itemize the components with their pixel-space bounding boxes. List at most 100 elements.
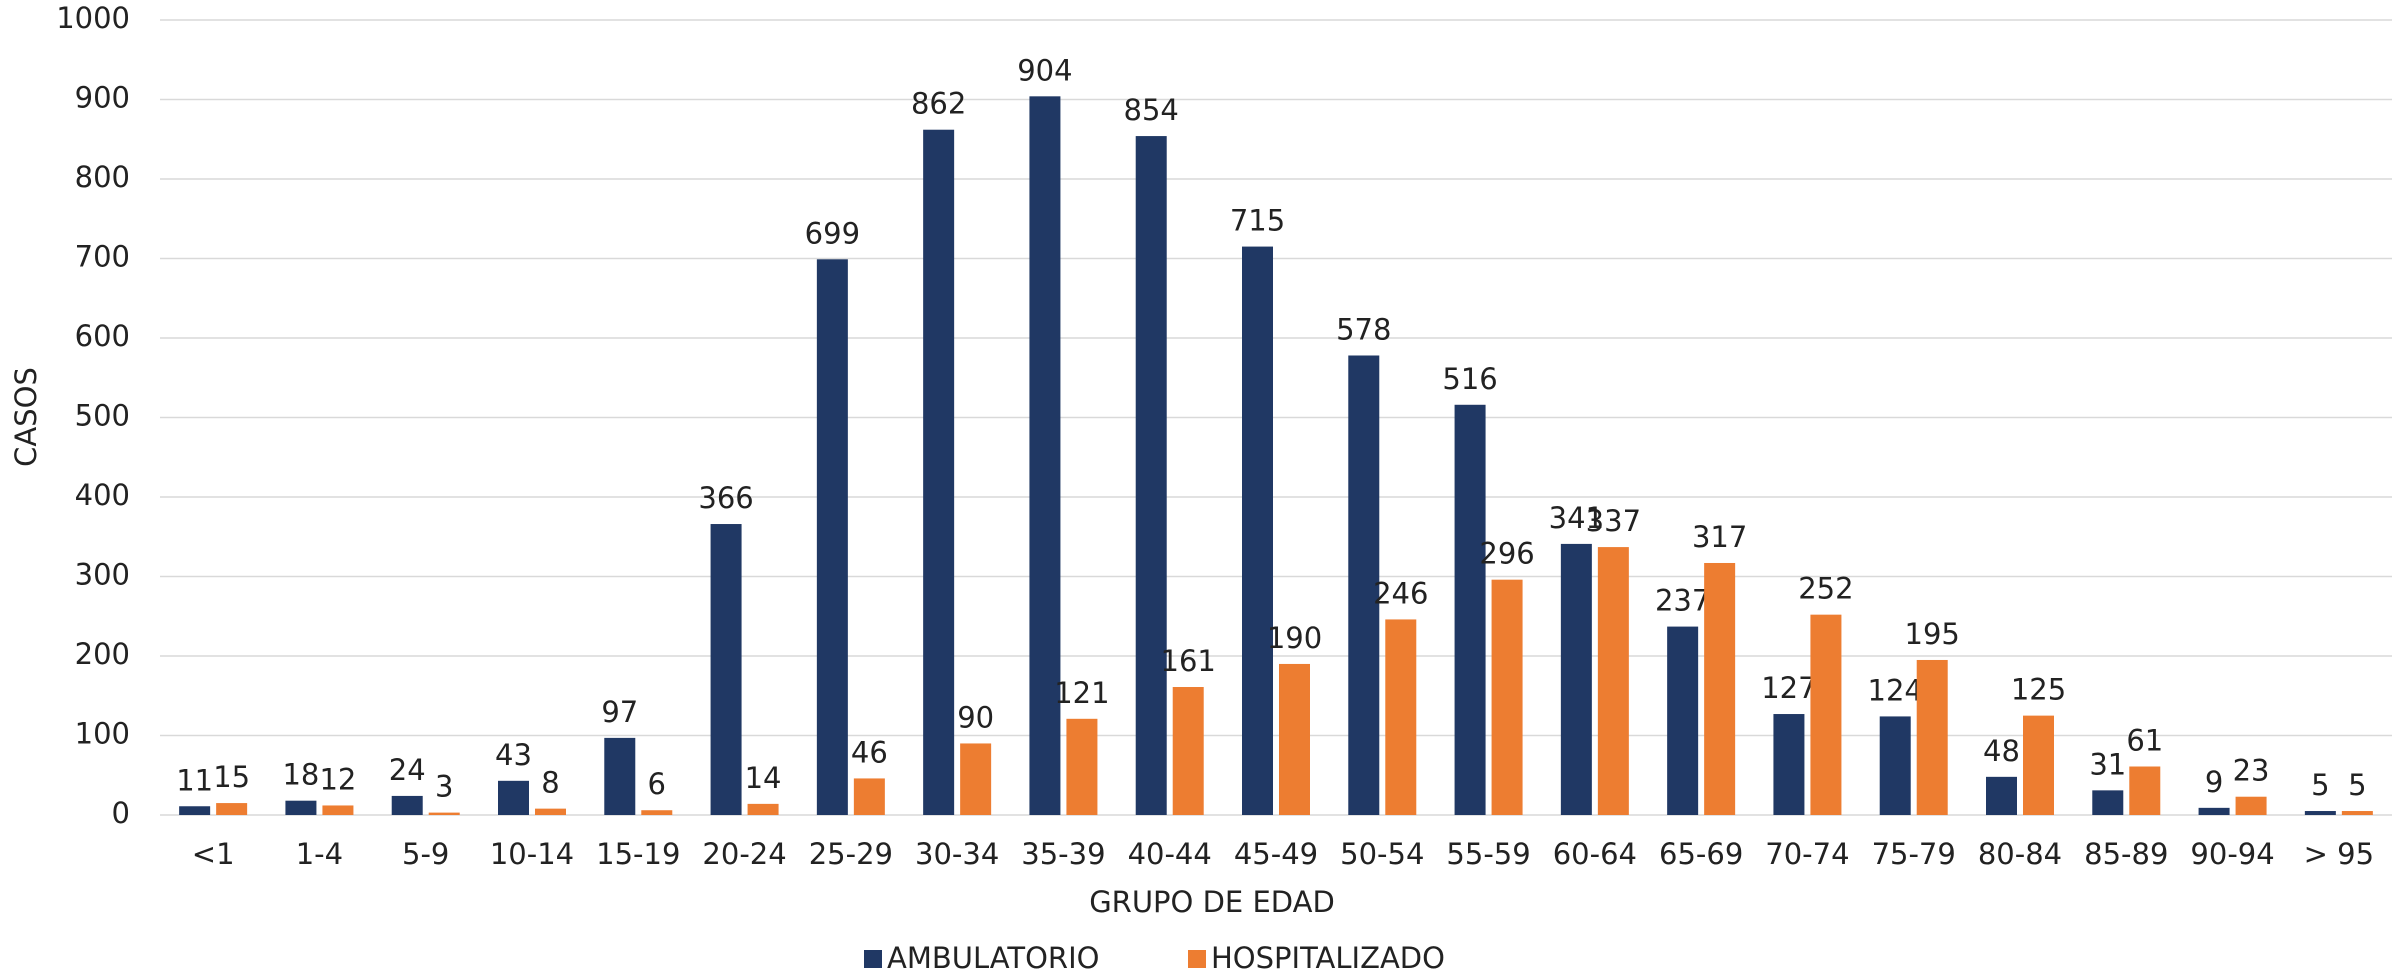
data-label: 127 <box>1761 671 1816 705</box>
bar <box>1029 96 1061 815</box>
bar <box>604 737 636 815</box>
data-label: 699 <box>805 216 860 250</box>
bar <box>1773 714 1805 815</box>
bar <box>498 780 529 815</box>
data-label: 97 <box>601 695 638 729</box>
data-label: 296 <box>1479 537 1534 571</box>
bar <box>710 524 742 815</box>
x-tick-label: > 95 <box>2304 837 2374 871</box>
data-label: 9 <box>2205 765 2223 799</box>
data-label: 904 <box>1017 53 1072 87</box>
x-tick-label: 55-59 <box>1446 837 1530 871</box>
data-label: 341 <box>1549 501 1604 535</box>
data-label: 337 <box>1586 504 1641 538</box>
y-tick-label: 1000 <box>56 1 130 35</box>
bar <box>923 129 955 815</box>
x-tick-label: 80-84 <box>1978 837 2062 871</box>
data-label: 14 <box>745 761 782 795</box>
y-tick-label: 600 <box>75 319 130 353</box>
bar <box>2304 811 2336 815</box>
legend-label: AMBULATORIO <box>887 941 1099 975</box>
x-tick-label: 40-44 <box>1128 837 1212 871</box>
bar <box>1986 776 2017 815</box>
data-label: 161 <box>1161 644 1216 678</box>
data-label: 246 <box>1373 576 1428 610</box>
data-label: 125 <box>2011 673 2066 707</box>
bar <box>1667 626 1699 815</box>
data-label: 252 <box>1798 572 1853 606</box>
legend-swatch <box>864 950 882 968</box>
y-tick-label: 900 <box>75 81 130 115</box>
legend-swatch <box>1188 950 1206 968</box>
data-label: 854 <box>1124 93 1179 127</box>
data-label: 46 <box>851 735 888 769</box>
bar <box>1242 246 1273 815</box>
data-label: 237 <box>1655 584 1710 618</box>
data-label: 6 <box>648 767 666 801</box>
data-label: 516 <box>1442 362 1497 396</box>
data-label: 24 <box>389 753 426 787</box>
bar <box>960 743 992 815</box>
bar <box>1348 355 1380 815</box>
data-label: 195 <box>1905 617 1960 651</box>
data-label: 578 <box>1336 312 1391 346</box>
bar <box>816 259 848 815</box>
data-label: 190 <box>1267 621 1322 655</box>
y-tick-label: 300 <box>75 558 130 592</box>
data-label: 317 <box>1692 520 1747 554</box>
bar <box>2235 796 2267 815</box>
data-label: 61 <box>2126 724 2163 758</box>
x-tick-label: 25-29 <box>809 837 893 871</box>
data-label: 862 <box>911 87 966 121</box>
bar <box>2341 811 2373 815</box>
x-tick-label: 85-89 <box>2084 837 2168 871</box>
x-tick-label: 90-94 <box>2190 837 2274 871</box>
x-tick-label: 75-79 <box>1872 837 1956 871</box>
bar <box>179 806 211 815</box>
legend-label: HOSPITALIZADO <box>1211 941 1445 975</box>
y-tick-label: 200 <box>75 637 130 671</box>
bar <box>641 810 673 815</box>
bar <box>747 803 779 815</box>
data-label: 90 <box>957 700 994 734</box>
x-tick-label: 45-49 <box>1234 837 1318 871</box>
x-tick-label: 20-24 <box>702 837 786 871</box>
bar <box>1454 404 1486 815</box>
x-tick-label: 10-14 <box>490 837 574 871</box>
x-tick-label: 15-19 <box>596 837 680 871</box>
bar <box>285 800 317 815</box>
bar <box>1879 716 1911 815</box>
data-label: 5 <box>2311 768 2329 802</box>
bar <box>853 778 885 815</box>
data-label: 715 <box>1230 204 1285 238</box>
x-tick-label: 5-9 <box>402 837 449 871</box>
bar <box>216 803 248 815</box>
data-label: 8 <box>541 766 559 800</box>
bar <box>1916 659 1948 815</box>
data-label: 121 <box>1054 676 1109 710</box>
y-axis-title: CASOS <box>9 367 43 467</box>
y-tick-label: 800 <box>75 160 130 194</box>
y-tick-label: 100 <box>75 717 130 751</box>
bar <box>1066 718 1098 815</box>
x-tick-label: 70-74 <box>1765 837 1849 871</box>
data-label: 31 <box>2089 747 2126 781</box>
bar <box>1597 547 1629 815</box>
bar <box>2023 715 2054 815</box>
x-tick-label: 30-34 <box>915 837 999 871</box>
bar <box>1560 543 1592 815</box>
x-axis-title: GRUPO DE EDAD <box>1089 885 1335 919</box>
bar <box>2092 790 2124 815</box>
y-tick-label: 500 <box>75 399 130 433</box>
bar <box>322 805 354 815</box>
bar <box>428 812 460 815</box>
data-label: 43 <box>495 738 532 772</box>
bar <box>391 795 423 815</box>
data-label: 18 <box>282 758 319 792</box>
bar <box>535 808 566 815</box>
data-label: 15 <box>213 760 250 794</box>
bar <box>1172 687 1204 815</box>
x-tick-label: 35-39 <box>1021 837 1105 871</box>
bar <box>2198 807 2230 815</box>
